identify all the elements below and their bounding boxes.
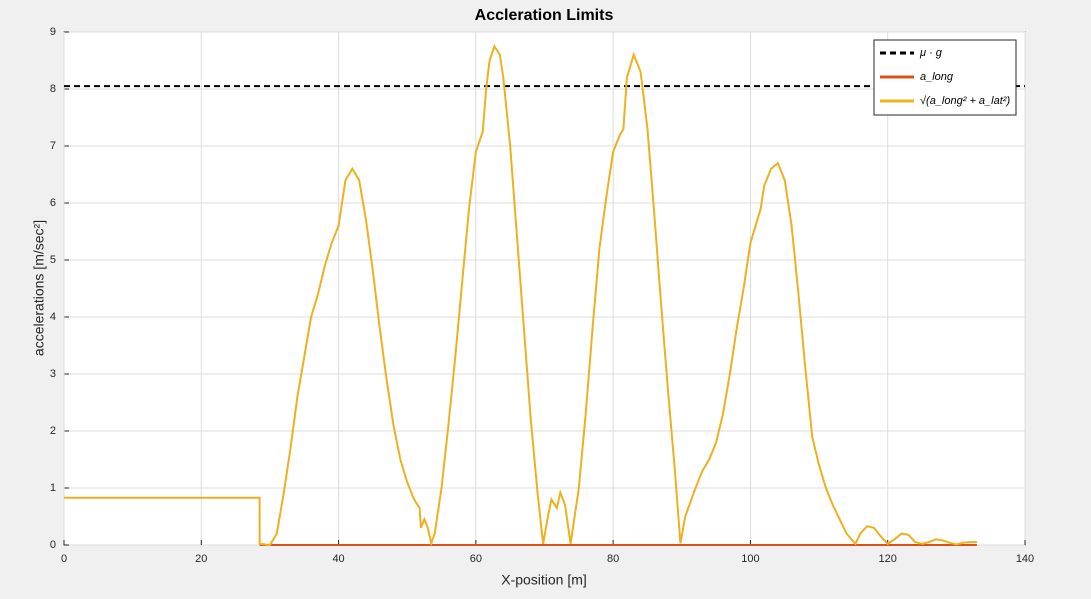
y-tick-label: 5 bbox=[50, 254, 56, 266]
x-tick-label: 20 bbox=[195, 553, 207, 565]
line-series bbox=[64, 43, 977, 547]
y-tick-label: 4 bbox=[50, 311, 56, 323]
x-axis-label: X-position [m] bbox=[501, 572, 587, 588]
plot-area bbox=[63, 31, 1026, 546]
y-axis-label: accelerations [m/sec²] bbox=[31, 220, 47, 356]
legend-label: a_long bbox=[920, 71, 954, 83]
y-tick-label: 9 bbox=[50, 26, 56, 38]
y-tick-label: 0 bbox=[50, 539, 56, 551]
x-tick-label: 60 bbox=[470, 553, 482, 565]
y-tick-label: 3 bbox=[50, 368, 56, 380]
x-tick-label: 140 bbox=[1016, 553, 1034, 565]
y-tick-label: 7 bbox=[50, 140, 56, 152]
x-tick-label: 0 bbox=[61, 553, 67, 565]
y-tick-label: 8 bbox=[50, 83, 56, 95]
x-tick-label: 80 bbox=[607, 553, 619, 565]
y-tick-label: 6 bbox=[50, 197, 56, 209]
y-tick-label: 2 bbox=[50, 425, 56, 437]
x-tick-label: 100 bbox=[741, 553, 759, 565]
x-tick-label: 120 bbox=[879, 553, 897, 565]
legend-label: √(a_long² + a_lat²) bbox=[920, 95, 1010, 107]
legend-label: μ · g bbox=[919, 47, 943, 59]
x-tick-label: 40 bbox=[332, 553, 344, 565]
y-tick-label: 1 bbox=[50, 482, 56, 494]
chart-title: Accleration Limits bbox=[475, 7, 614, 24]
